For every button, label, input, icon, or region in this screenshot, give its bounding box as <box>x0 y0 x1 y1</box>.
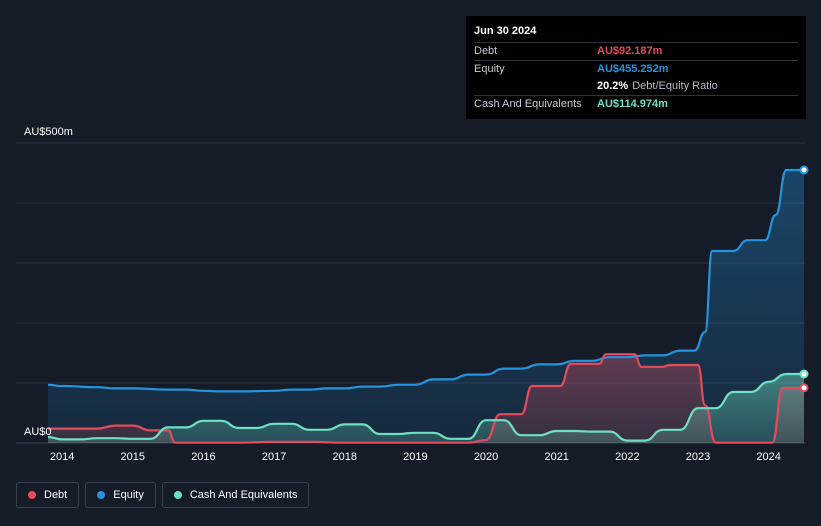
x-tick-label: 2024 <box>756 451 780 463</box>
tooltip-row-cash: Cash And Equivalents AU$114.974m <box>474 95 798 113</box>
x-tick-label: 2019 <box>403 451 427 463</box>
legend-label: Debt <box>44 489 68 501</box>
cash-and-equivalents-end-marker <box>799 369 809 379</box>
legend-item-debt[interactable]: Debt <box>16 482 80 508</box>
tooltip-row-equity: Equity AU$455.252m <box>474 60 798 78</box>
x-tick-label: 2015 <box>121 451 145 463</box>
y-axis-top-label: AU$500m <box>24 126 73 138</box>
legend-item-equity[interactable]: Equity <box>85 482 156 508</box>
legend-label: Cash And Equivalents <box>189 489 298 501</box>
y-axis-zero-label: AU$0 <box>24 426 52 438</box>
x-tick-label: 2023 <box>686 451 710 463</box>
tooltip-label: Debt <box>474 45 498 57</box>
series-lines <box>47 168 805 444</box>
tooltip-label: Equity <box>474 63 505 75</box>
chart-legend: Debt Equity Cash And Equivalents <box>16 482 310 508</box>
x-tick-label: 2021 <box>544 451 568 463</box>
equity-line <box>47 168 804 393</box>
equity-end-marker <box>799 165 809 175</box>
legend-dot-icon <box>28 491 36 499</box>
tooltip-value-ratio: 20.2% <box>597 80 629 92</box>
legend-dot-icon <box>97 491 106 499</box>
debt-area <box>48 354 804 443</box>
x-axis-ticks: 2014 2015 2016 2017 2018 2019 2020 2021 2022 2023… <box>50 451 781 463</box>
legend-dot-icon <box>173 491 182 499</box>
series-end-markers <box>799 165 809 393</box>
x-tick-label: 2018 <box>333 451 357 463</box>
x-tick-label: 2016 <box>191 451 215 463</box>
tooltip-value-debt: AU$92.187m <box>597 45 663 57</box>
tooltip-row-ratio: 20.2% Debt/Equity Ratio <box>474 78 798 95</box>
debt-line <box>48 353 804 444</box>
cash-and-equivalents-area <box>48 374 804 443</box>
x-tick-label: 2022 <box>615 451 639 463</box>
x-tick-label: 2017 <box>262 451 286 463</box>
tooltip-date: Jun 30 2024 <box>474 25 537 37</box>
tooltip-row-debt: Debt AU$92.187m <box>474 42 798 60</box>
tooltip-label <box>474 78 597 95</box>
debt-end-marker <box>799 383 809 393</box>
series-areas <box>48 170 804 443</box>
tooltip-value-cash: AU$114.974m <box>597 98 668 110</box>
legend-item-cash[interactable]: Cash And Equivalents <box>161 482 310 508</box>
x-tick-label: 2020 <box>474 451 498 463</box>
cash-and-equivalents-line <box>47 372 805 442</box>
tooltip-label: Cash And Equivalents <box>474 98 582 110</box>
legend-label: Equity <box>113 489 144 501</box>
tooltip-value-equity: AU$455.252m <box>597 63 669 75</box>
x-tick-label: 2014 <box>50 451 74 463</box>
tooltip-ratio-suffix: Debt/Equity Ratio <box>632 80 718 92</box>
tooltip-panel: Jun 30 2024 Debt AU$92.187m Equity AU$45… <box>466 16 806 119</box>
